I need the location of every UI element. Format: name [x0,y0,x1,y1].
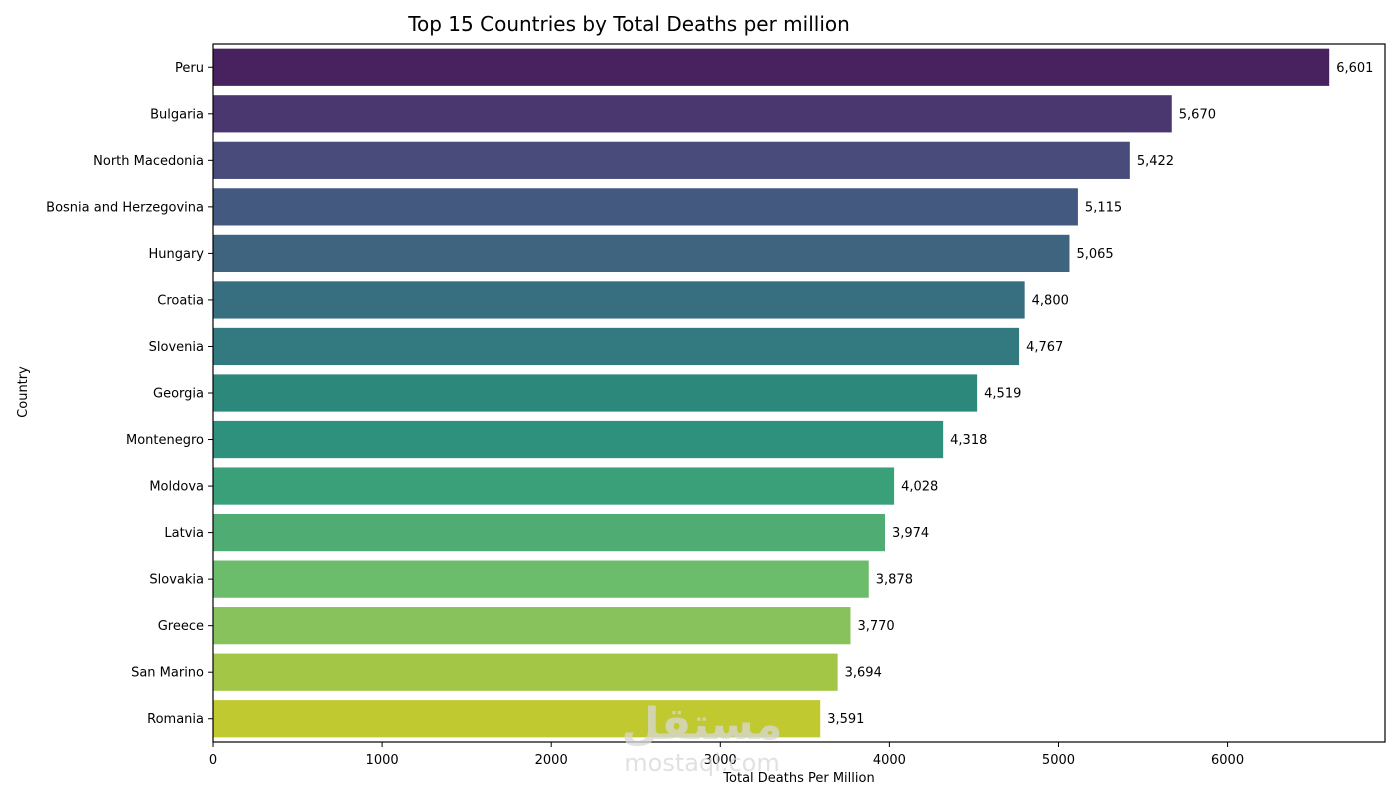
data-label: 3,974 [892,526,929,541]
x-tick-label: 3000 [704,753,737,768]
bar-georgia [213,374,978,412]
data-label: 4,318 [950,433,987,448]
y-tick-label: Romania [147,712,204,727]
x-axis-ticks: 0 1000 2000 3000 4000 5000 6000 [209,742,1244,768]
bar-montenegro [213,420,944,459]
bar-hungary [213,234,1070,273]
x-tick-label: 4000 [873,753,906,768]
bar-moldova [213,467,895,505]
x-tick-label: 5000 [1042,753,1075,768]
x-axis-label: Total Deaths Per Million [722,771,874,786]
y-tick-label: Croatia [157,293,204,308]
bar-latvia [213,513,885,552]
data-label: 4,767 [1026,340,1063,355]
bar-slovakia [213,560,869,598]
data-label: 5,670 [1179,107,1216,122]
bar-greece [213,607,851,645]
y-tick-label: San Marino [131,666,204,681]
data-label: 3,591 [827,712,864,727]
y-tick-label: Latvia [164,526,204,541]
data-label: 5,115 [1085,200,1122,215]
x-tick-label: 0 [209,753,217,768]
y-tick-label: Georgia [153,387,204,402]
data-label: 4,519 [984,387,1021,402]
data-label: 4,028 [901,480,938,495]
y-tick-label: Greece [158,619,204,634]
data-label: 3,878 [876,573,913,588]
data-label: 4,800 [1032,293,1069,308]
bar-slovenia [213,327,1020,366]
bar-peru [213,48,1330,86]
x-tick-label: 1000 [366,753,399,768]
y-tick-label: Bulgaria [150,107,204,122]
bars-group [213,48,1330,738]
y-axis-label: Country [16,366,31,418]
data-label: 6,601 [1336,61,1373,76]
bar-bosnia-and-herzegovina [213,188,1078,226]
value-labels-group: 6,601 5,670 5,422 5,115 5,065 4,800 4,767 4,519… [827,61,1373,727]
y-tick-label: Slovenia [149,340,204,355]
x-tick-label: 6000 [1211,753,1244,768]
data-label: 5,065 [1076,247,1113,262]
bar-north-macedonia [213,141,1130,179]
x-tick-label: 2000 [535,753,568,768]
bar-romania [213,700,821,738]
y-axis-ticks: Peru Bulgaria North Macedonia Bosnia and He… [46,61,213,727]
data-label: 5,422 [1137,154,1174,169]
bar-bulgaria [213,95,1172,133]
y-tick-label: Moldova [149,480,204,495]
bar-san-marino [213,653,838,691]
y-tick-label: Montenegro [126,433,204,448]
y-tick-label: Slovakia [149,573,204,588]
y-tick-label: Peru [175,61,204,76]
data-label: 3,694 [845,666,882,681]
y-tick-label: Bosnia and Herzegovina [46,200,204,215]
y-tick-label: North Macedonia [93,154,204,169]
data-label: 3,770 [857,619,894,634]
axes-frame [212,43,1386,743]
chart-title: Top 15 Countries by Total Deaths per mil… [407,12,850,36]
bar-croatia [213,281,1025,319]
y-tick-label: Hungary [148,247,204,262]
